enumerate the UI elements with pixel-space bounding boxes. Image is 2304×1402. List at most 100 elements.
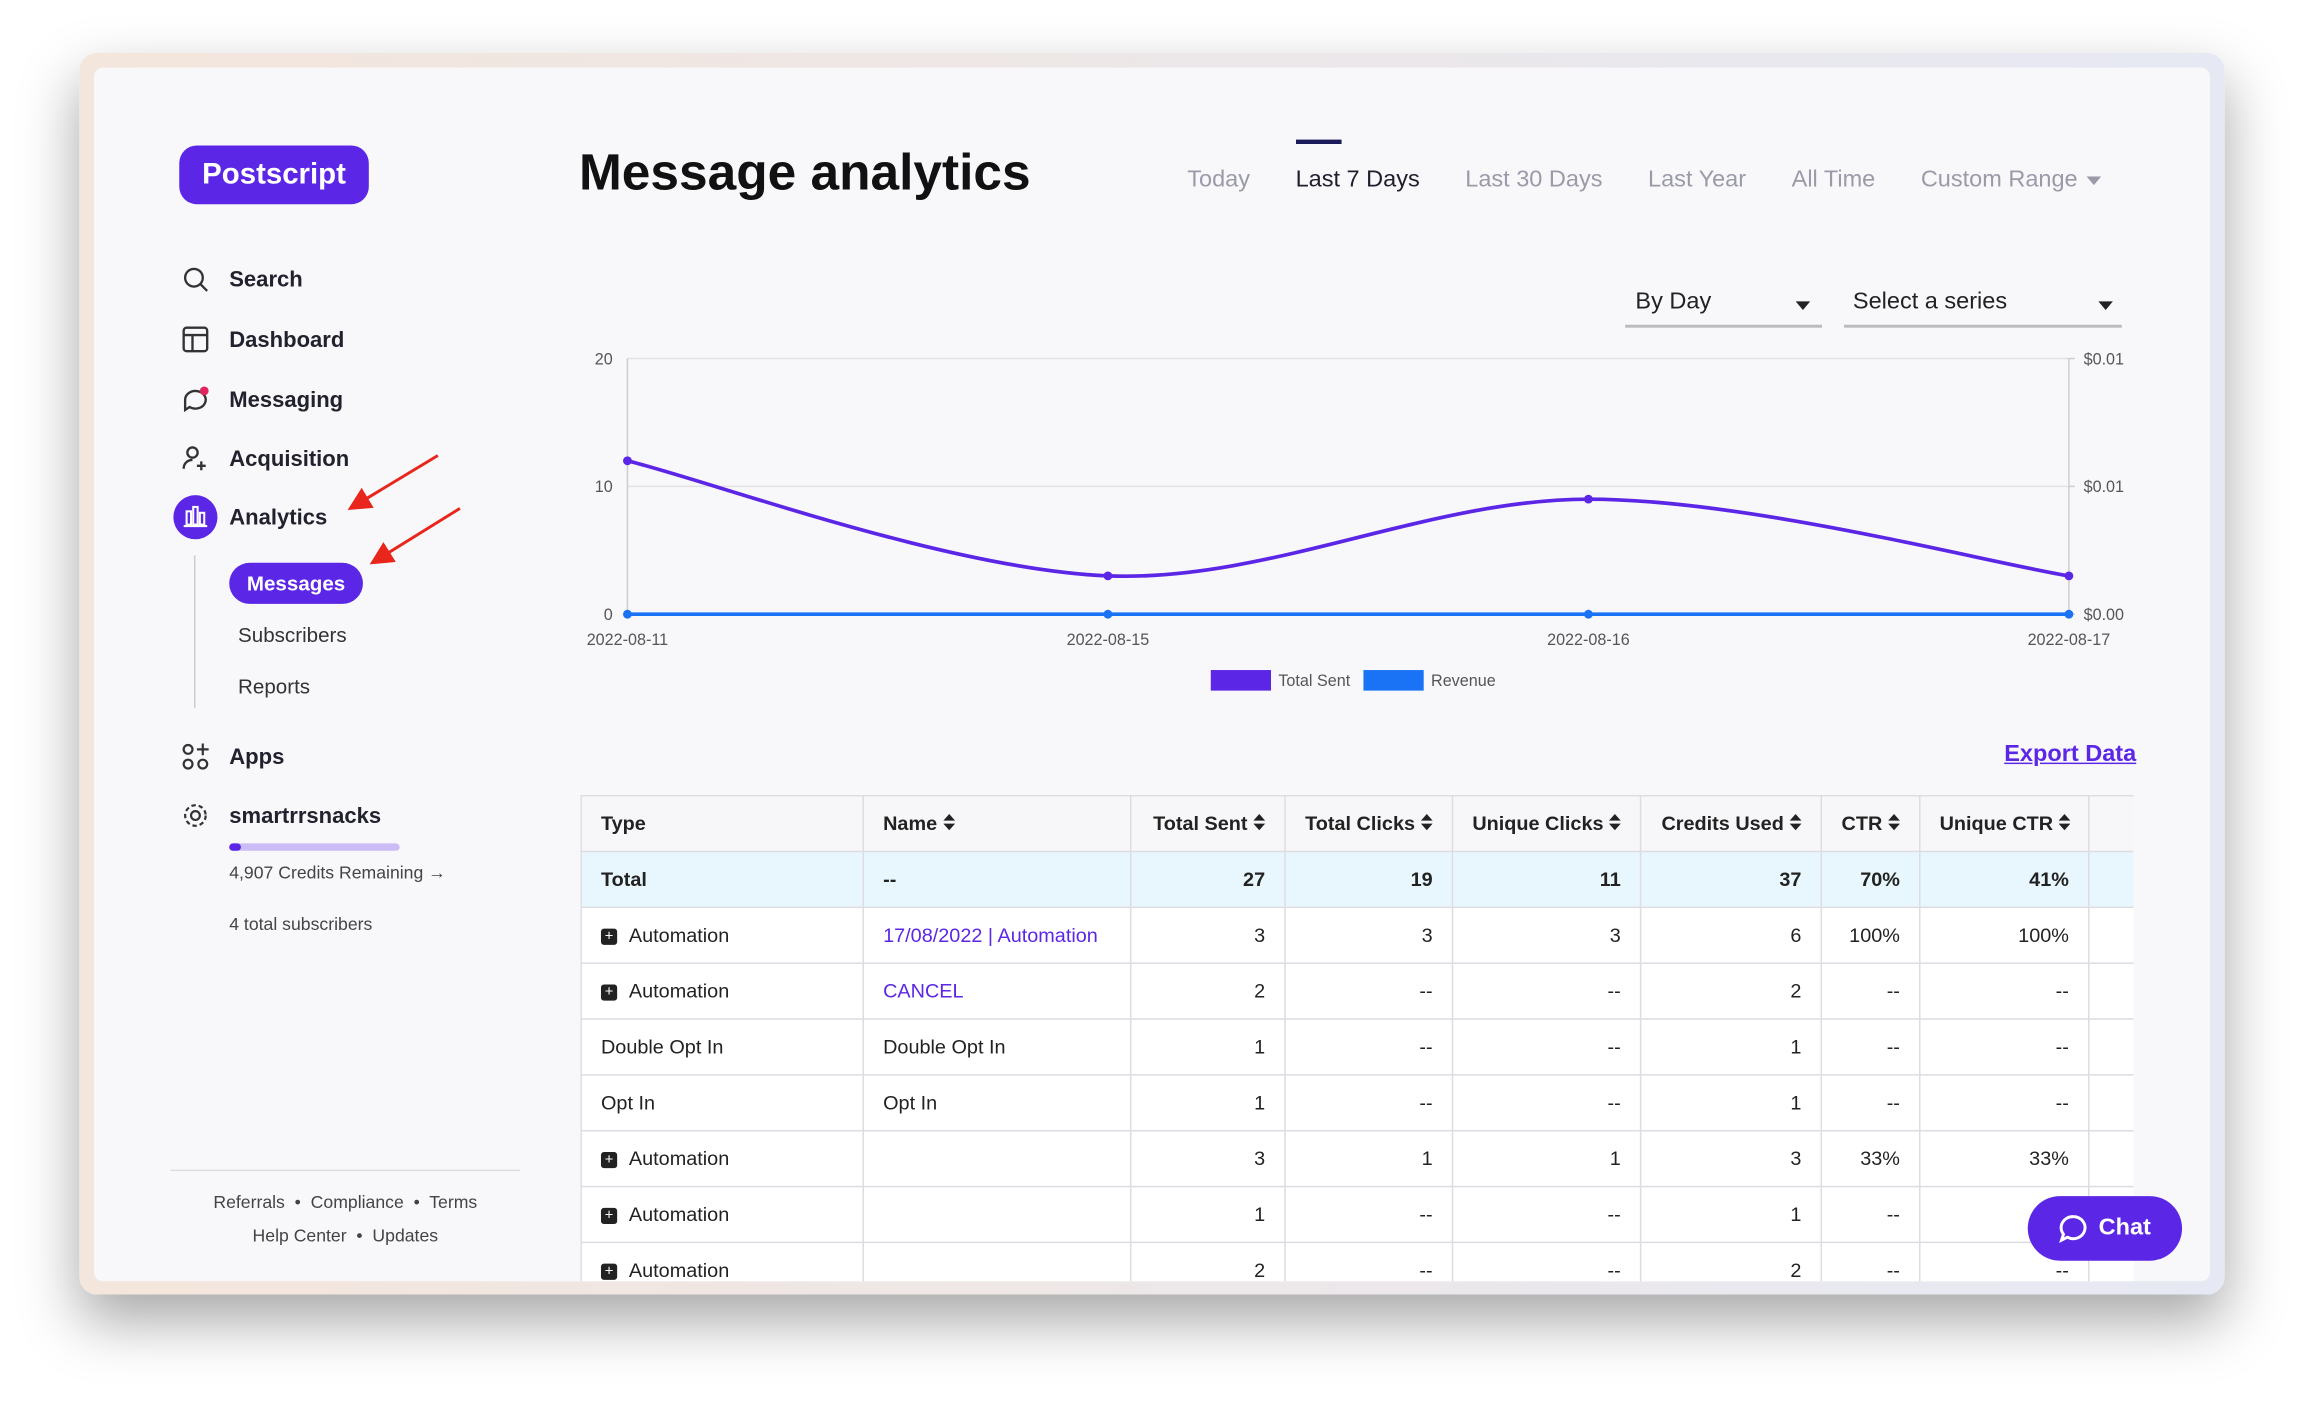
- table-cell: --: [862, 850, 1132, 909]
- caret: [2086, 176, 2102, 186]
- subnav-item[interactable]: Messages: [229, 562, 363, 604]
- cell-text: 33%: [1860, 1147, 1900, 1170]
- cell-text[interactable]: CANCEL: [883, 980, 964, 1003]
- subnav-item[interactable]: Subscribers: [238, 623, 347, 647]
- icon: [182, 326, 209, 353]
- column-header[interactable]: Or: [2088, 794, 2134, 853]
- table-cell: 70%: [1820, 850, 1921, 909]
- cell-text: --: [1886, 1035, 1900, 1058]
- chat-button[interactable]: Chat: [2027, 1196, 2183, 1261]
- expand-icon[interactable]: +: [600, 1151, 618, 1169]
- icon: [184, 804, 207, 827]
- account[interactable]: smartrrsnacks: [179, 798, 381, 833]
- header-label: Type: [600, 812, 646, 835]
- icon: [182, 743, 209, 770]
- cell-text: 27: [1243, 868, 1266, 891]
- table-cell: Double Opt In: [862, 1018, 1132, 1076]
- table-cell: + Automation: [580, 962, 865, 1020]
- table-cell: 33%: [1919, 1129, 2090, 1188]
- sort-icon: [1609, 814, 1622, 831]
- nav-item[interactable]: Acquisition: [179, 441, 349, 476]
- link[interactable]: Help Center: [252, 1225, 347, 1247]
- logo[interactable]: Postscript: [179, 145, 369, 205]
- link[interactable]: Updates: [372, 1225, 439, 1247]
- cell-text: 1: [1790, 1035, 1802, 1058]
- tab[interactable]: Last Year: [1648, 167, 1747, 193]
- header-label: Total Clicks: [1305, 812, 1416, 835]
- tab[interactable]: Custom Range: [1920, 167, 2078, 193]
- subnav-item[interactable]: Reports: [238, 674, 311, 698]
- header-label: Credits Used: [1661, 812, 1784, 835]
- table-cell: [2088, 1074, 2134, 1132]
- table-cell: [2088, 962, 2134, 1020]
- cell-text: 3: [1254, 1147, 1266, 1170]
- table-cell: 1: [1451, 1129, 1642, 1188]
- icon: [173, 495, 218, 540]
- link[interactable]: Terms: [429, 1191, 478, 1213]
- cell-text: --: [1607, 1259, 1621, 1282]
- table-cell: + Automation: [580, 1241, 865, 1282]
- icon: [183, 267, 209, 292]
- tab[interactable]: Today: [1187, 167, 1251, 193]
- table-cell: Double Opt In: [580, 1018, 865, 1076]
- data-point: [1584, 494, 1593, 504]
- cell-text: --: [1419, 1035, 1433, 1058]
- cell-text: --: [1886, 980, 1900, 1003]
- header-label: Unique CTR: [1939, 812, 2054, 835]
- nav-item[interactable]: Apps: [179, 739, 284, 774]
- data-point: [1103, 571, 1113, 581]
- table-cell: --: [1820, 1185, 1921, 1244]
- nav-item[interactable]: Search: [179, 262, 303, 297]
- tab[interactable]: Last 7 Days: [1295, 139, 1420, 193]
- export-link[interactable]: Export Data: [2004, 742, 2137, 768]
- header-label: Total Sent: [1153, 812, 1248, 835]
- table-cell: --: [1284, 962, 1454, 1020]
- link[interactable]: Compliance: [310, 1191, 404, 1213]
- column-header[interactable]: Name: [862, 794, 1132, 853]
- expand-icon[interactable]: +: [600, 984, 618, 1001]
- table-cell: 1: [1129, 1018, 1286, 1076]
- cell-text: 2: [1254, 980, 1266, 1003]
- column-header[interactable]: Unique CTR: [1919, 794, 2090, 853]
- column-header[interactable]: Unique Clicks: [1451, 794, 1642, 853]
- column-header[interactable]: CTR: [1820, 794, 1921, 853]
- table-container: Type Name Total Sent Total Clicks Unique Cli…: [580, 794, 2134, 1282]
- y-tick-label: 20: [595, 350, 613, 368]
- table-cell: 1: [1639, 1018, 1823, 1076]
- table-row: + Automation 17/08/2022 | Automation 3 3 3 6 10…: [580, 906, 2134, 964]
- dropdown[interactable]: By Day: [1625, 289, 1823, 328]
- tab[interactable]: Last 30 Days: [1465, 167, 1603, 193]
- dropdown[interactable]: Select a series: [1844, 289, 2122, 328]
- column-header[interactable]: Total Sent: [1129, 794, 1286, 853]
- x-tick-label: 2022-08-15: [1067, 631, 1150, 649]
- cell-text[interactable]: 17/08/2022 | Automation: [883, 924, 1098, 947]
- table-cell: 2: [1129, 962, 1286, 1020]
- table-cell: [2088, 1129, 2134, 1188]
- cell-text: 33%: [2029, 1147, 2069, 1170]
- table-cell: --: [1451, 1185, 1642, 1244]
- x-tick-label: 2022-08-16: [1547, 631, 1630, 649]
- cell-text: --: [1886, 1203, 1900, 1226]
- nav-item[interactable]: Messaging: [179, 382, 343, 417]
- nav-item[interactable]: Analytics: [173, 495, 327, 540]
- nav-label: Messaging: [229, 387, 344, 413]
- column-header[interactable]: Total Clicks: [1284, 794, 1454, 853]
- expand-icon[interactable]: +: [600, 1207, 618, 1224]
- column-header[interactable]: Credits Used: [1639, 794, 1823, 853]
- annotation-arrows: [347, 454, 461, 565]
- credits[interactable]: 4,907 Credits Remaining →: [229, 862, 446, 884]
- expand-icon[interactable]: +: [600, 928, 618, 945]
- link[interactable]: Referrals: [213, 1191, 285, 1213]
- nav-label: Apps: [229, 744, 285, 770]
- nav-item[interactable]: Dashboard: [179, 322, 344, 357]
- y-tick-label: 0: [604, 606, 613, 624]
- expand-icon[interactable]: +: [600, 1263, 618, 1280]
- table-cell: --: [1451, 1241, 1642, 1282]
- table-cell: --: [1820, 1018, 1921, 1076]
- tab[interactable]: All Time: [1791, 167, 1876, 193]
- header-label: CTR: [1841, 812, 1883, 835]
- cell-text: 2: [1790, 980, 1802, 1003]
- table-row: Double Opt In Double Opt In 1 -- -- 1 -- --: [580, 1018, 2134, 1076]
- legend-label: Revenue: [1431, 672, 1496, 690]
